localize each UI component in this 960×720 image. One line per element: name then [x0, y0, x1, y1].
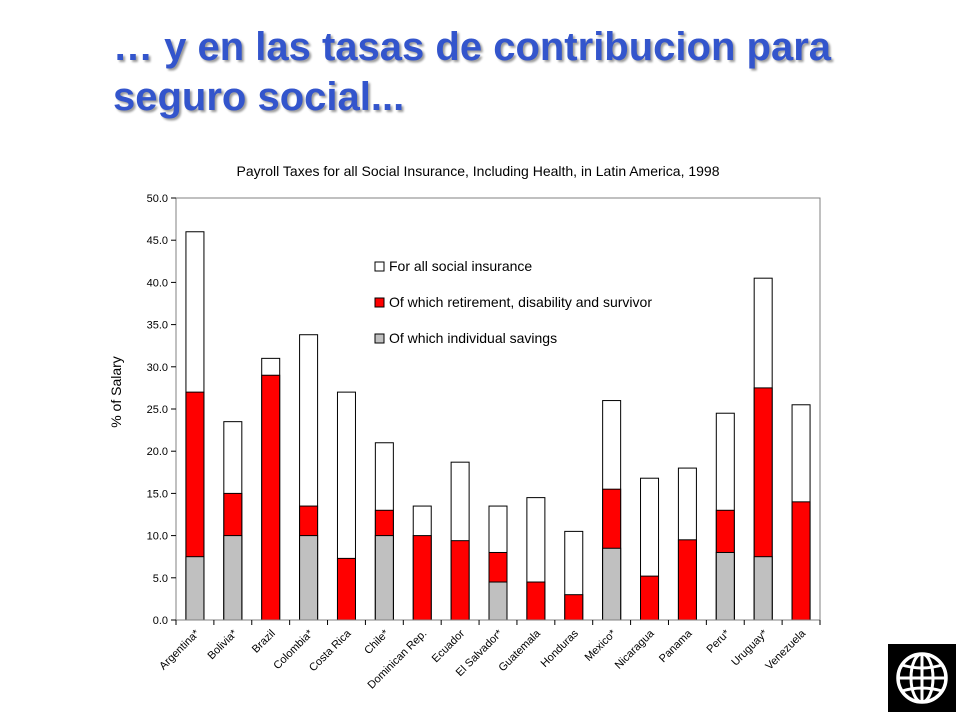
x-tick-label: Ecuador — [430, 627, 468, 665]
bar-group — [299, 334, 319, 621]
slide-title-line-1: … y en las tasas de contribucion para — [113, 25, 832, 69]
bar-group — [488, 505, 508, 621]
world-bank-logo — [888, 644, 956, 712]
bar-retirement — [564, 594, 584, 621]
bar-group — [261, 357, 281, 621]
y-tick-label: 10.0 — [147, 531, 168, 543]
legend-label: Of which individual savings — [389, 330, 557, 346]
bar-savings — [488, 581, 508, 621]
bar-retirement — [526, 581, 546, 621]
bar-group — [791, 404, 811, 621]
bar-group — [336, 391, 356, 621]
x-tick-label: Venezuela — [763, 627, 808, 672]
y-tick-label: 15.0 — [147, 488, 168, 500]
legend-label: Of which retirement, disability and surv… — [389, 294, 652, 310]
bar-savings — [374, 535, 394, 621]
x-tick-label: Brazil — [250, 628, 278, 656]
bar-group — [677, 467, 697, 621]
bar-savings — [223, 535, 243, 621]
bar-retirement — [791, 501, 811, 621]
legend-item-total: For all social insurance — [374, 258, 532, 274]
x-tick-label: Peru* — [704, 627, 732, 655]
slide-title-line-2: seguro social... — [113, 75, 405, 119]
bar-savings — [299, 535, 319, 621]
legend-swatch — [374, 297, 385, 308]
bar-retirement — [261, 374, 281, 621]
bar-retirement — [677, 539, 697, 621]
y-tick-label: 20.0 — [147, 446, 168, 458]
x-tick-label: Costa Rica — [307, 627, 354, 674]
bar-savings — [753, 556, 773, 621]
bar-group — [640, 477, 660, 621]
bar-group — [223, 421, 243, 621]
y-tick-label: 45.0 — [147, 235, 168, 247]
y-tick-label: 25.0 — [147, 404, 168, 416]
bar-retirement — [412, 535, 432, 621]
x-tick-label: Guatemala — [496, 627, 543, 674]
bar-savings — [715, 551, 735, 621]
legend-item-retirement: Of which retirement, disability and surv… — [374, 294, 652, 310]
y-axis-label: % of Salary — [108, 356, 124, 428]
bar-group — [185, 231, 205, 621]
x-tick-label: Panama — [657, 627, 695, 665]
x-tick-label: Argentina* — [157, 627, 202, 672]
bar-group — [450, 461, 470, 621]
bar-retirement — [336, 557, 356, 621]
slide-title: … y en las tasas de contribucion para se… — [113, 22, 933, 122]
legend-swatch — [374, 333, 385, 344]
bar-retirement — [640, 575, 660, 621]
bar-savings — [602, 547, 622, 621]
globe-icon — [896, 652, 948, 704]
y-tick-label: 35.0 — [147, 320, 168, 332]
legend-swatch — [374, 261, 385, 272]
chart-title: Payroll Taxes for all Social Insurance, … — [236, 163, 719, 179]
bar-group — [374, 442, 394, 621]
y-tick-label: 50.0 — [147, 193, 168, 205]
y-tick-label: 0.0 — [153, 615, 168, 627]
bar-group — [602, 400, 622, 621]
bars-layer — [185, 231, 811, 621]
bar-retirement — [450, 540, 470, 621]
bar-group — [526, 497, 546, 621]
bar-group — [564, 530, 584, 621]
x-tick-label: Bolivia* — [206, 627, 241, 662]
x-tick-label: Nicaragua — [613, 627, 658, 672]
bar-savings — [185, 556, 205, 621]
y-tick-label: 40.0 — [147, 277, 168, 289]
legend-background — [344, 250, 724, 350]
x-tick-label: Mexico* — [583, 627, 620, 664]
y-tick-label: 5.0 — [153, 573, 168, 585]
bar-group — [715, 412, 735, 621]
legend-item-savings: Of which individual savings — [374, 330, 557, 346]
bar-group — [753, 277, 773, 621]
y-tick-label: 30.0 — [147, 362, 168, 374]
x-tick-label: Honduras — [539, 627, 582, 670]
x-tick-label: Chile* — [362, 627, 392, 657]
legend-label: For all social insurance — [389, 258, 532, 274]
legend: For all social insurance Of which retirem… — [344, 250, 724, 350]
bar-group — [412, 505, 432, 621]
